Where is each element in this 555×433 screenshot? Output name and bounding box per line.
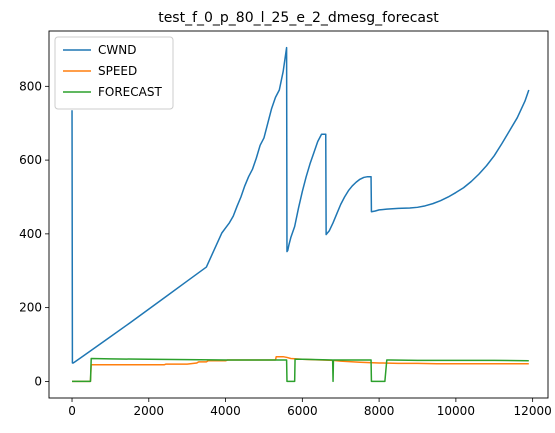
axes-frame [48,30,549,399]
y-tick-label: 800 [19,79,42,93]
series-line-speed [72,355,529,383]
y-axis: 0 200 400 600 800 [19,79,49,388]
x-tick-label: 12000 [514,404,552,418]
legend-box [54,36,174,110]
y-tick-label: 400 [19,227,42,241]
series-line-forecast [72,357,529,383]
chart-title: test_f_0_p_80_l_25_e_2_dmesg_forecast [158,10,439,26]
x-tick-label: 0 [68,404,76,418]
y-tick-label: 0 [34,374,42,388]
series-layer [71,46,530,383]
legend-label: SPEED [98,64,137,78]
x-tick-label: 6000 [287,404,318,418]
y-tick-label: 200 [19,301,42,315]
series-line-cwnd [71,46,530,364]
x-tick-label: 4000 [210,404,241,418]
x-tick-label: 8000 [364,404,395,418]
x-tick-label: 2000 [134,404,165,418]
x-tick-label: 10000 [437,404,475,418]
y-tick-label: 600 [19,153,42,167]
legend: CWND SPEED FORECAST [54,36,174,110]
legend-label: FORECAST [98,85,162,99]
legend-label: CWND [98,43,136,57]
x-axis: 0 2000 4000 6000 8000 10000 12000 [68,398,552,418]
